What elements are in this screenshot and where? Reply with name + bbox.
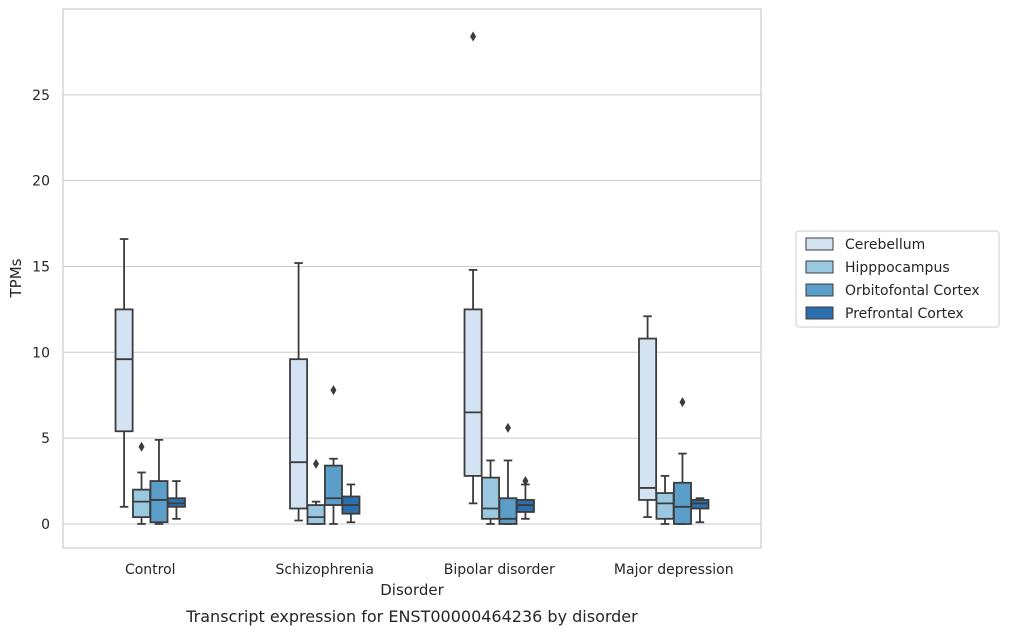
box-group (324, 385, 343, 525)
legend-swatch (805, 283, 834, 297)
box (149, 480, 169, 524)
x-tick-label: Schizophrenia (276, 562, 374, 578)
box-group (341, 483, 361, 524)
y-axis-label: TPMs (7, 258, 25, 298)
box-group (166, 480, 186, 520)
outlier-point (330, 385, 337, 396)
x-axis-label: Disorder (380, 581, 444, 599)
y-tick-label: 5 (41, 431, 50, 447)
box-groups (114, 31, 710, 525)
box-group (132, 441, 151, 525)
y-tick-label: 15 (32, 259, 50, 275)
box (673, 481, 692, 525)
box (463, 308, 483, 477)
legend-swatch (805, 237, 834, 251)
outlier-point (522, 476, 529, 487)
box-group (515, 476, 535, 520)
y-tick-labels: 0 5 10 15 20 25 (32, 88, 50, 533)
grid-lines (63, 94, 761, 525)
y-tick-label: 20 (32, 174, 50, 190)
series-cerebellum (114, 31, 658, 522)
x-tick-labels: Control Schizophrenia Bipolar disorder Majo… (125, 562, 734, 578)
box-group (498, 422, 518, 525)
outlier-point (504, 422, 511, 433)
legend-swatch (805, 260, 834, 274)
box (324, 464, 343, 506)
y-tick-label: 0 (41, 517, 50, 533)
box (481, 476, 500, 520)
legend: Cerebellum Hipppocampus Orbitofontal Corte… (795, 230, 1000, 328)
box (498, 497, 518, 525)
outlier-point (679, 397, 686, 408)
x-tick-label: Major depression (614, 562, 734, 578)
box (655, 492, 675, 520)
outlier-point (313, 458, 320, 469)
y-tick-label: 25 (32, 88, 50, 104)
box-group (289, 262, 309, 522)
box-group (463, 31, 483, 505)
series-orbitofontal-cortex (149, 385, 692, 525)
box-group (481, 459, 500, 525)
box-group (690, 497, 710, 524)
box (306, 504, 326, 525)
legend-frame (795, 230, 1000, 328)
outlier-point (138, 441, 145, 452)
legend-entry-label: Prefrontal Cortex (845, 306, 964, 322)
box (114, 308, 134, 433)
plot-frame (62, 8, 762, 549)
box (638, 337, 658, 501)
legend-entry-label: Hipppocampus (845, 260, 950, 276)
x-tick-label: Bipolar disorder (444, 562, 555, 578)
legend-entry-label: Orbitofontal Cortex (845, 283, 980, 299)
x-tick-label: Control (125, 562, 176, 578)
outlier-point (470, 31, 477, 42)
box-group (114, 238, 134, 508)
series-prefrontal-cortex (166, 476, 710, 524)
box-group (655, 475, 675, 525)
legend-swatch (805, 306, 834, 320)
chart-caption: Transcript expression for ENST0000046423… (185, 607, 638, 626)
box (289, 358, 309, 510)
y-tick-label: 10 (32, 345, 50, 361)
series-hipppocampus (132, 441, 675, 525)
box (132, 488, 151, 519)
box-group (638, 315, 658, 519)
legend-entry-label: Cerebellum (845, 237, 925, 253)
box-group (306, 458, 326, 525)
